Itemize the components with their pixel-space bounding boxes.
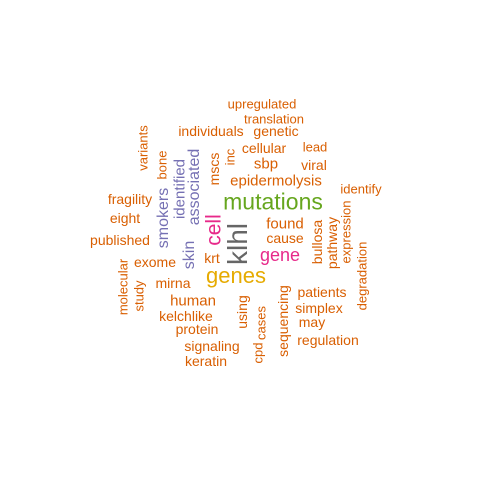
word-bullosa: bullosa <box>309 219 325 265</box>
word-kelchlike: kelchlike <box>159 308 213 324</box>
word-protein: protein <box>175 321 219 337</box>
word-klhl: klhl <box>222 222 253 266</box>
word-smokers: smokers <box>155 187 172 249</box>
word-krt: krt <box>204 250 220 266</box>
word-sequencing: sequencing <box>275 285 291 357</box>
word-associated: associated <box>186 148 203 226</box>
word-found: found <box>266 215 304 233</box>
word-pathway: pathway <box>324 216 340 270</box>
word-cases: cases <box>253 306 269 340</box>
word-variants: variants <box>135 125 151 171</box>
word-epidermolysis: epidermolysis <box>230 172 322 190</box>
word-cpd: cpd <box>250 342 266 364</box>
word-translation: translation <box>244 111 304 127</box>
word-inc: inc <box>222 148 238 166</box>
word-patients: patients <box>297 284 347 300</box>
word-individuals: individuals <box>178 123 244 139</box>
word-cause: cause <box>266 230 304 246</box>
word-keratin: keratin <box>184 353 228 369</box>
word-published: published <box>90 232 150 248</box>
word-cellular: cellular <box>241 140 287 156</box>
word-fragility: fragility <box>107 191 153 207</box>
word-genes: genes <box>206 263 266 288</box>
word-mscs: mscs <box>206 152 222 186</box>
word-sbp: sbp <box>253 155 279 173</box>
word-genetic: genetic <box>253 123 299 139</box>
word-lead: lead <box>302 139 328 155</box>
word-human: human <box>170 292 216 310</box>
word-study: study <box>131 280 147 312</box>
word-cell: cell <box>202 214 226 246</box>
word-simplex: simplex <box>295 300 343 316</box>
word-identified: identified <box>171 158 189 220</box>
word-bone: bone <box>154 150 170 180</box>
word-regulation: regulation <box>297 332 359 348</box>
word-degradation: degradation <box>354 241 370 311</box>
word-skin: skin <box>181 240 198 270</box>
word-eight: eight <box>109 210 141 226</box>
word-gene: gene <box>259 245 301 265</box>
word-mutations: mutations <box>223 188 323 215</box>
word-viral: viral <box>301 157 327 173</box>
word-exome: exome <box>133 254 177 270</box>
word-using: using <box>234 295 250 329</box>
word-signaling: signaling <box>184 338 240 354</box>
word-upregulated: upregulated <box>227 96 297 112</box>
word-mirna: mirna <box>155 275 191 291</box>
word-identify: identify <box>340 181 382 197</box>
word-expression: expression <box>338 200 354 264</box>
word-may: may <box>298 314 326 330</box>
word-molecular: molecular <box>115 258 131 316</box>
